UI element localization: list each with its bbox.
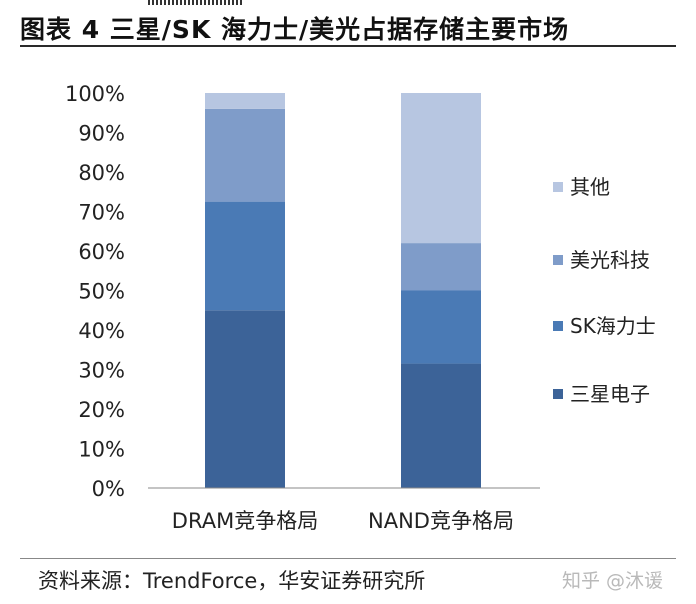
x-category-label: DRAM竞争格局: [172, 509, 318, 533]
x-category-label: NAND竞争格局: [368, 509, 514, 533]
y-tick-label: 100%: [65, 82, 125, 106]
legend-swatch: [553, 321, 563, 331]
bar-segment: [401, 290, 481, 364]
y-tick-label: 80%: [78, 161, 125, 185]
legend-label: 三星电子: [570, 382, 650, 406]
bar-segment: [205, 93, 285, 109]
y-tick-label: 10%: [78, 438, 125, 462]
legend-label: 其他: [570, 175, 610, 199]
y-tick-label: 50%: [78, 280, 125, 304]
bar-segment: [401, 243, 481, 291]
title-divider: [20, 45, 676, 47]
bar-segment: [205, 108, 285, 202]
top-decoration: [148, 0, 242, 5]
y-tick-label: 40%: [78, 319, 125, 343]
y-tick-label: 20%: [78, 398, 125, 422]
legend-swatch: [553, 389, 563, 399]
y-tick-label: 60%: [78, 240, 125, 264]
legend-label: SK海力士: [570, 314, 656, 338]
watermark: 知乎 @沐谖: [562, 570, 664, 592]
bar-segment: [205, 310, 285, 488]
y-tick-label: 0%: [92, 477, 125, 501]
y-tick-label: 70%: [78, 201, 125, 225]
legend-label: 美光科技: [570, 248, 650, 272]
stacked-bar-chart: 0% 10% 20% 30% 40% 50% 60% 70% 80% 90% 100% DRAM竞争格…: [65, 82, 656, 533]
legend-swatch: [553, 182, 563, 192]
figure-title: 图表 4 三星/SK 海力士/美光占据存储主要市场: [20, 15, 570, 44]
legend-swatch: [553, 255, 563, 265]
source-divider: [20, 558, 676, 559]
bar-segment: [205, 201, 285, 311]
bar-segment: [401, 363, 481, 488]
bar-segment: [401, 93, 481, 244]
y-tick-label: 90%: [78, 122, 125, 146]
y-tick-label: 30%: [78, 359, 125, 383]
source-note: 资料来源：TrendForce，华安证券研究所: [38, 569, 426, 593]
